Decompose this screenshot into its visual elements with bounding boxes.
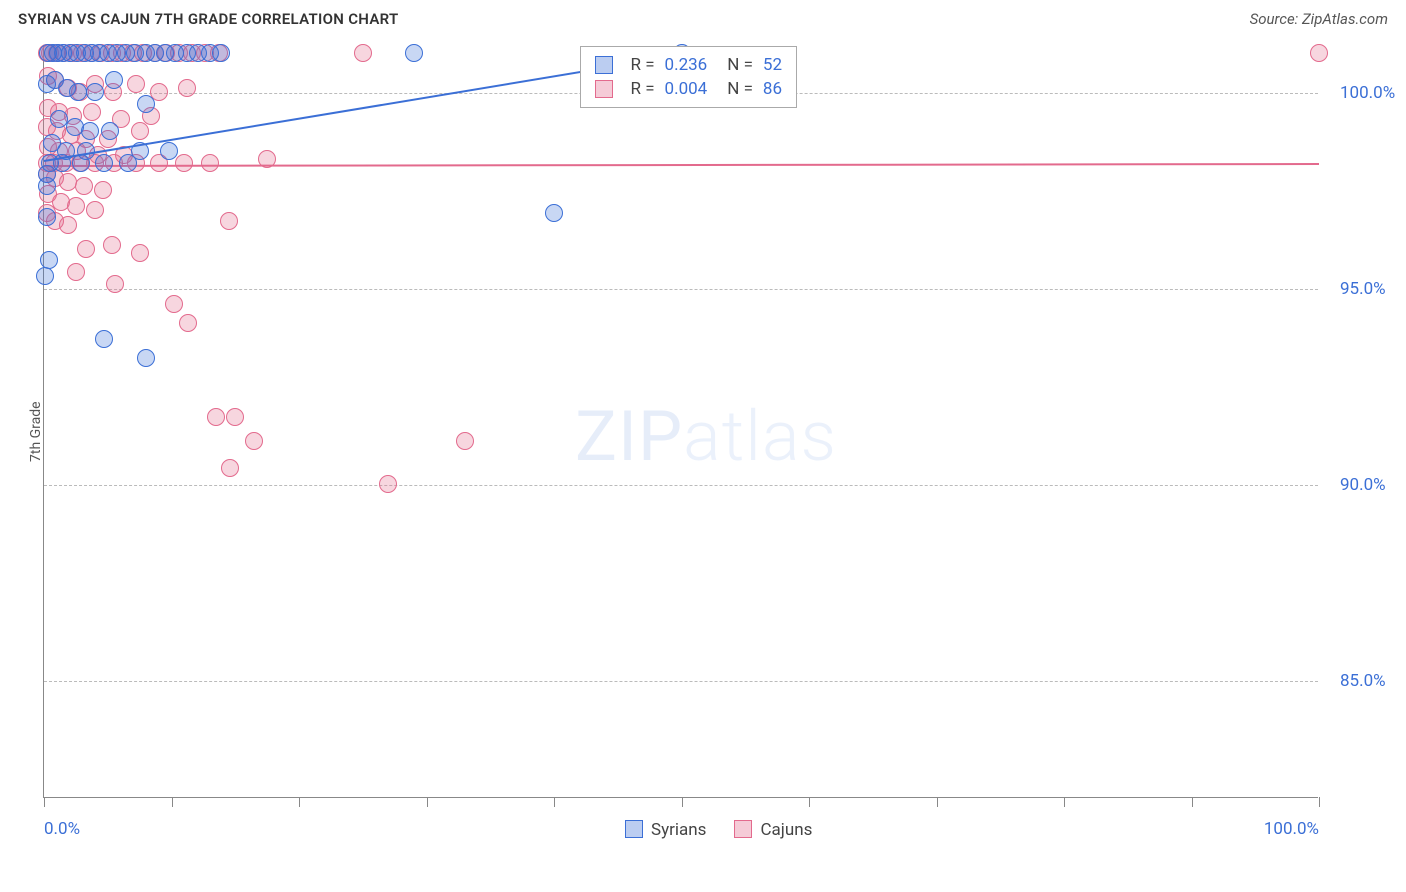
stat-n-label: N = — [727, 55, 753, 75]
x-tick — [937, 797, 938, 807]
data-point — [67, 263, 85, 281]
x-tick — [809, 797, 810, 807]
data-point — [201, 154, 219, 172]
data-point — [127, 75, 145, 93]
series-swatch — [734, 820, 752, 838]
x-tick-label: 100.0% — [1264, 797, 1319, 839]
x-tick — [1192, 797, 1193, 807]
y-axis-label: 7th Grade — [28, 401, 44, 462]
gridline — [44, 289, 1318, 290]
data-point — [77, 240, 95, 258]
plot-area: 85.0%90.0%95.0%100.0%0.0%100.0%R =0.236N… — [43, 46, 1318, 798]
x-tick — [427, 797, 428, 807]
stats-box: R = 0.236 N = 52 R = 0.004 N = 86 — [580, 46, 798, 108]
data-point — [178, 79, 196, 97]
stats-row: R = 0.004 N = 86 — [595, 77, 783, 101]
data-point — [101, 122, 119, 140]
legend: Syrians Cajuns — [625, 820, 812, 840]
data-point — [220, 212, 238, 230]
legend-label: Cajuns — [760, 820, 812, 840]
x-tick — [554, 797, 555, 807]
data-point — [86, 201, 104, 219]
data-point — [545, 204, 563, 222]
series-swatch — [595, 56, 613, 74]
data-point — [106, 275, 124, 293]
stat-r-label: R = — [631, 55, 655, 75]
x-tick — [682, 797, 683, 807]
data-point — [38, 208, 56, 226]
data-point — [83, 103, 101, 121]
data-point — [67, 197, 85, 215]
stat-r-value: 0.236 — [665, 55, 708, 75]
stat-n-value: 86 — [763, 79, 782, 99]
gridline — [44, 681, 1318, 682]
y-tick-label: 85.0% — [1318, 671, 1386, 691]
data-point — [38, 177, 56, 195]
x-tick — [1319, 797, 1320, 807]
data-point — [131, 244, 149, 262]
data-point — [36, 267, 54, 285]
data-point — [75, 177, 93, 195]
legend-label: Syrians — [651, 820, 706, 840]
data-point — [226, 408, 244, 426]
data-point — [137, 349, 155, 367]
chart-title: SYRIAN VS CAJUN 7TH GRADE CORRELATION CH… — [18, 10, 399, 28]
series-swatch — [595, 80, 613, 98]
stats-row: R = 0.236 N = 52 — [595, 53, 783, 77]
gridline — [44, 485, 1318, 486]
data-point — [221, 459, 239, 477]
data-point — [354, 44, 372, 62]
data-point — [131, 122, 149, 140]
data-point — [94, 181, 112, 199]
stat-r-label: R = — [631, 79, 655, 99]
stat-n-label: N = — [727, 79, 753, 99]
x-tick — [1064, 797, 1065, 807]
regression-line — [44, 163, 1319, 167]
data-point — [379, 475, 397, 493]
data-point — [119, 154, 137, 172]
data-point — [175, 154, 193, 172]
data-point — [59, 216, 77, 234]
data-point — [207, 408, 225, 426]
x-tick — [299, 797, 300, 807]
stat-r-value: 0.004 — [665, 79, 708, 99]
y-tick-label: 100.0% — [1318, 83, 1395, 103]
data-point — [95, 330, 113, 348]
data-point — [69, 83, 87, 101]
legend-item: Syrians — [625, 820, 706, 840]
y-tick-label: 90.0% — [1318, 475, 1386, 495]
data-point — [103, 236, 121, 254]
source-label: Source: ZipAtlas.com — [1250, 10, 1388, 28]
data-point — [86, 83, 104, 101]
data-point — [1310, 44, 1328, 62]
x-tick-label: 0.0% — [44, 797, 80, 839]
data-point — [81, 122, 99, 140]
series-swatch — [625, 820, 643, 838]
data-point — [456, 432, 474, 450]
y-tick-label: 95.0% — [1318, 279, 1386, 299]
data-point — [137, 95, 155, 113]
legend-item: Cajuns — [734, 820, 812, 840]
data-point — [95, 154, 113, 172]
data-point — [165, 295, 183, 313]
chart-container: 85.0%90.0%95.0%100.0%0.0%100.0%R =0.236N… — [43, 46, 1318, 798]
data-point — [160, 142, 178, 160]
data-point — [405, 44, 423, 62]
data-point — [245, 432, 263, 450]
stat-n-value: 52 — [763, 55, 782, 75]
data-point — [179, 314, 197, 332]
data-point — [105, 71, 123, 89]
x-tick — [172, 797, 173, 807]
data-point — [212, 44, 230, 62]
